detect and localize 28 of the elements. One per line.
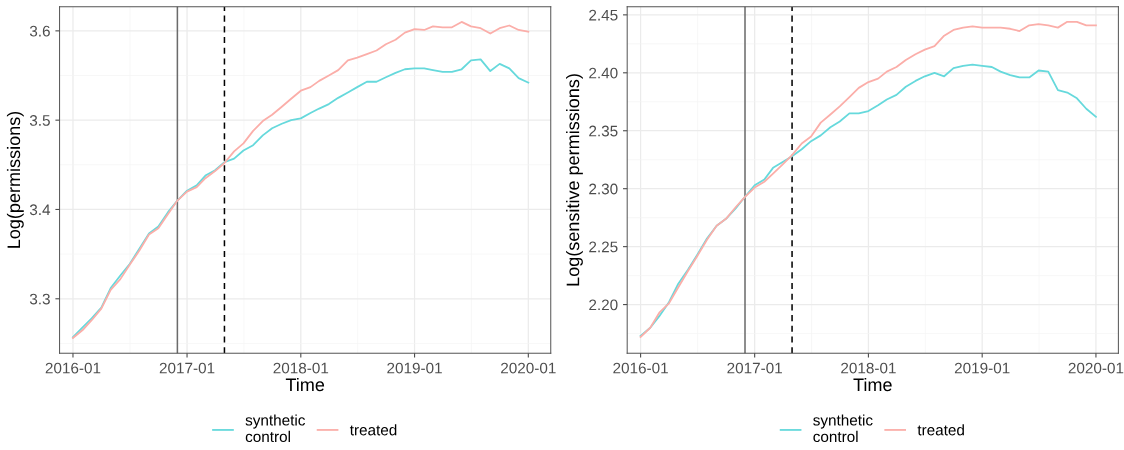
legend-label: treated: [349, 424, 397, 436]
x-tick-label: 2017-01: [727, 362, 782, 374]
y-tick-label: 3.6: [29, 25, 50, 37]
y-tick-label: 3.3: [29, 293, 50, 305]
legend-label: synthetic control: [813, 414, 873, 443]
x-tick-label: 2019-01: [954, 362, 1010, 374]
x-tick-label: 2016-01: [45, 362, 101, 374]
y-tick-label: 2.30: [589, 183, 618, 195]
y-tick-label: 2.20: [589, 299, 618, 311]
x-tick-label: 2018-01: [273, 362, 329, 374]
legend-label: synthetic control: [245, 414, 306, 443]
y-axis-title: Log(sensitive permissions): [566, 74, 583, 286]
x-tick-label: 2020-01: [1068, 362, 1124, 374]
x-tick-label: 2016-01: [613, 362, 668, 374]
y-tick-label: 2.40: [589, 67, 618, 79]
y-tick-label: 3.4: [29, 204, 51, 216]
x-axis-title: Time: [285, 377, 325, 392]
x-tick-label: 2018-01: [841, 362, 896, 374]
x-tick-label: 2019-01: [387, 362, 442, 374]
y-tick-label: 3.5: [29, 115, 50, 126]
y-tick-label: 2.25: [589, 241, 618, 253]
y-tick-label: 2.45: [589, 9, 618, 21]
x-tick-label: 2020-01: [501, 362, 556, 374]
y-tick-label: 2.35: [589, 125, 618, 137]
legend-label: treated: [917, 424, 964, 436]
x-axis-title: Time: [853, 377, 892, 392]
x-tick-label: 2017-01: [159, 362, 215, 374]
y-axis-title: Log(permissions): [6, 111, 24, 248]
